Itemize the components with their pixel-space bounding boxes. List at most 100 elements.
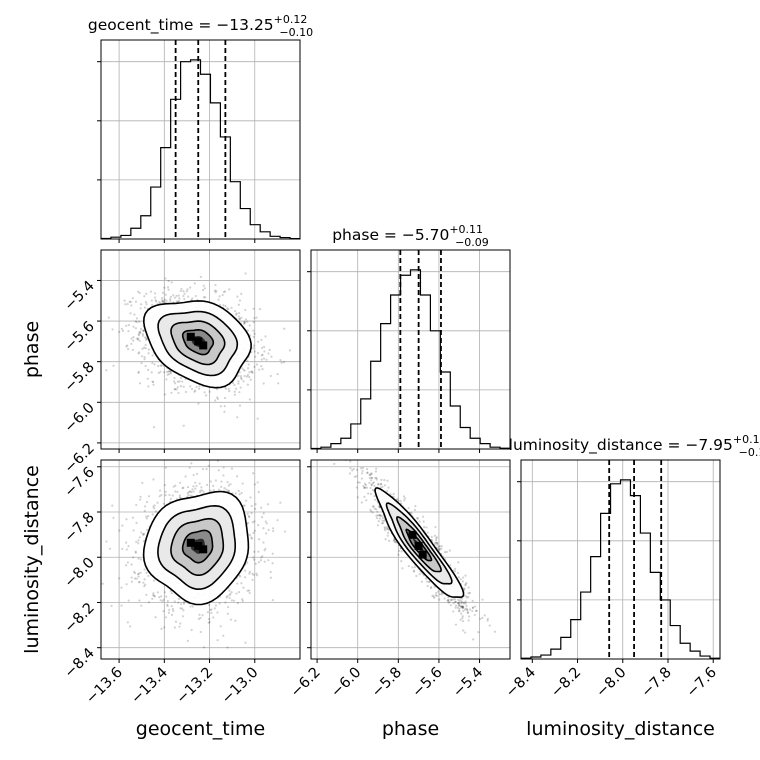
sample-point [438, 545, 441, 548]
density-peak [194, 337, 203, 346]
sample-point [471, 609, 474, 613]
sample-point [258, 368, 261, 371]
sample-point [429, 586, 433, 589]
sample-point [349, 460, 352, 463]
sample-point [171, 494, 174, 497]
sample-point [214, 283, 217, 287]
sample-point [145, 292, 148, 295]
sample-point [383, 478, 386, 482]
sample-point [137, 581, 140, 584]
sample-point [118, 330, 121, 333]
sample-point [165, 595, 168, 598]
sample-point [459, 597, 462, 600]
sample-point [191, 297, 194, 300]
sample-point [175, 388, 178, 391]
sample-point [362, 484, 365, 488]
sample-point [256, 574, 259, 577]
sample-point [193, 282, 196, 285]
sample-point [244, 318, 248, 321]
panel-frame [310, 249, 511, 450]
sample-point [124, 303, 127, 306]
sample-point [457, 602, 460, 605]
sample-point [187, 493, 190, 497]
sample-point [186, 485, 190, 489]
sample-point [360, 501, 363, 504]
sample-point [152, 505, 155, 508]
sample-point [366, 471, 369, 474]
sample-point [141, 533, 145, 536]
panel-title: phase = −5.70+0.11 −0.09 [332, 223, 489, 249]
sample-point [168, 373, 171, 376]
sample-point [182, 294, 185, 298]
sample-point [158, 596, 161, 599]
sample-point [477, 631, 480, 634]
sample-point [244, 272, 247, 275]
sample-point [161, 300, 164, 304]
sample-point [205, 483, 209, 486]
sample-point [358, 481, 361, 484]
sample-point [152, 426, 156, 429]
sample-point [381, 516, 385, 519]
sample-point [364, 486, 367, 489]
sample-point [212, 484, 215, 487]
sample-point [251, 572, 254, 575]
sample-point [257, 351, 260, 355]
sample-point [397, 553, 400, 556]
sample-point [198, 613, 201, 616]
sample-point [462, 576, 465, 579]
sample-point [412, 569, 416, 572]
sample-point [179, 607, 182, 610]
sample-point [257, 524, 260, 527]
sample-point [143, 505, 147, 508]
sample-point [234, 310, 237, 313]
sample-point [179, 385, 182, 388]
sample-point [256, 481, 259, 484]
sample-point [252, 472, 255, 475]
sample-point [248, 515, 251, 519]
sample-point [394, 540, 397, 544]
sample-point [227, 387, 230, 391]
sample-point [260, 338, 263, 342]
sample-point [124, 541, 128, 544]
sample-point [199, 489, 202, 492]
sample-point [137, 352, 140, 355]
sample-point [172, 609, 175, 612]
sample-point [249, 496, 252, 499]
sample-point [137, 337, 140, 340]
density-peak [199, 545, 208, 554]
sample-point [454, 600, 457, 603]
sample-point [166, 599, 169, 603]
sample-point [201, 614, 204, 617]
sample-point [238, 317, 241, 321]
sample-point [280, 361, 283, 364]
sample-point [143, 578, 146, 581]
sample-point [386, 531, 390, 534]
sample-point [467, 586, 470, 589]
sample-point [223, 410, 226, 413]
sample-point [179, 496, 182, 499]
sample-point [457, 609, 461, 612]
sample-point [436, 543, 439, 546]
sample-point [154, 616, 157, 619]
sample-point [154, 510, 158, 513]
sample-point [237, 590, 241, 594]
sample-point [464, 631, 467, 634]
sample-point [254, 562, 257, 565]
sample-point [173, 388, 177, 391]
sample-point [137, 290, 140, 293]
sample-point [126, 561, 129, 564]
sample-point [82, 306, 84, 308]
panel-1-0: −6.2−6.0−5.8−5.6−5.4 [62, 249, 301, 477]
sample-point [169, 589, 172, 593]
sample-point [145, 517, 149, 520]
sample-point [243, 374, 246, 378]
sample-point [418, 573, 421, 576]
sample-point [145, 302, 148, 306]
sample-point [235, 387, 238, 390]
sample-point [142, 329, 145, 332]
sample-point [197, 617, 200, 621]
sample-point [160, 627, 163, 630]
sample-point [461, 615, 464, 618]
sample-point [155, 300, 158, 303]
sample-point [101, 582, 104, 585]
